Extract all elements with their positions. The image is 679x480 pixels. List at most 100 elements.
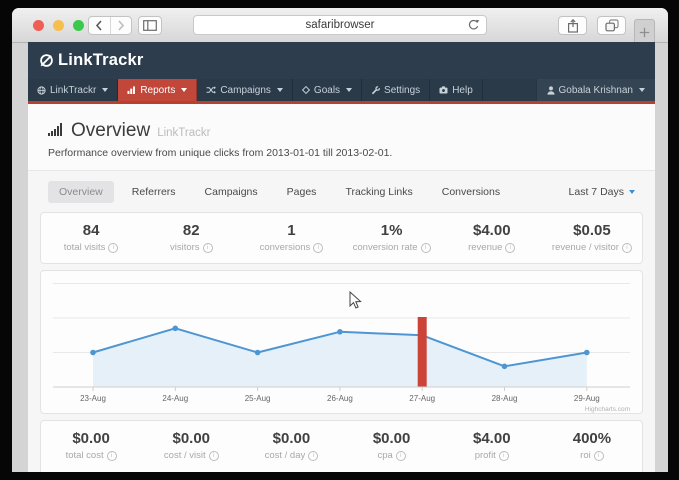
page-heading-section: Overview LinkTrackr Performance overview…: [28, 104, 655, 171]
chevron-right-icon: [117, 20, 125, 31]
info-icon[interactable]: [396, 451, 406, 461]
info-icon[interactable]: [308, 451, 318, 461]
svg-text:25-Aug: 25-Aug: [245, 394, 271, 403]
camera-icon: [439, 86, 448, 94]
sidebar-toggle-button[interactable]: [138, 16, 162, 35]
bar-chart-icon: [127, 86, 136, 94]
overview-bars-icon: [48, 123, 62, 136]
browser-window: safaribrowser LinkTrackr: [12, 8, 668, 472]
tab-tracking-links[interactable]: Tracking Links: [334, 181, 423, 203]
wrench-icon: [371, 86, 380, 95]
caret-down-icon: [639, 88, 645, 92]
caret-down-icon: [277, 88, 283, 92]
tab-conversions[interactable]: Conversions: [431, 181, 511, 203]
plus-icon: [639, 27, 650, 38]
info-icon[interactable]: [107, 451, 117, 461]
stat-cpa: $0.00 cpa: [342, 421, 442, 472]
reload-button[interactable]: [467, 19, 480, 37]
mouse-cursor: [349, 291, 362, 315]
stat-value: $0.00: [141, 430, 241, 447]
stat-label: cpa: [377, 450, 392, 461]
info-icon[interactable]: [203, 243, 213, 253]
stat-cost-visit: $0.00 cost / visit: [141, 421, 241, 472]
stat-label: cost / day: [265, 450, 306, 461]
page-subtitle: Performance overview from unique clicks …: [48, 147, 655, 159]
share-icon: [567, 19, 579, 33]
diamond-icon: [302, 86, 310, 94]
caret-down-icon: [346, 88, 352, 92]
stat-label: profit: [475, 450, 496, 461]
stat-value: 400%: [542, 430, 642, 447]
nav-item-goals[interactable]: Goals: [293, 79, 362, 101]
svg-text:23-Aug: 23-Aug: [80, 394, 106, 403]
visits-area-chart[interactable]: 23-Aug24-Aug25-Aug26-Aug27-Aug28-Aug29-A…: [41, 271, 642, 413]
nav-item-campaigns[interactable]: Campaigns: [197, 79, 293, 101]
back-button[interactable]: [89, 17, 110, 34]
arrow-cursor-icon: [349, 291, 362, 310]
nav-label: Help: [452, 85, 473, 96]
stat-cost-day: $0.00 cost / day: [241, 421, 341, 472]
stat-label: revenue: [468, 242, 502, 253]
info-icon[interactable]: [421, 243, 431, 253]
stat-profit: $4.00 profit: [442, 421, 542, 472]
caret-down-icon: [102, 88, 108, 92]
info-icon[interactable]: [594, 451, 604, 461]
bottom-stats-panel: $0.00 total cost $0.00 cost / visit $0.0…: [40, 420, 643, 472]
stat-value: 84: [41, 222, 141, 239]
info-icon[interactable]: [313, 243, 323, 253]
stat-label: conversion rate: [353, 242, 418, 253]
user-name: Gobala Krishnan: [559, 85, 634, 96]
stat-label: roi: [580, 450, 591, 461]
caret-down-icon: [181, 88, 187, 92]
main-nav: LinkTrackr Reports Campaigns Goals: [28, 79, 655, 101]
browser-toolbar: safaribrowser: [12, 8, 668, 43]
address-bar[interactable]: safaribrowser: [193, 15, 487, 35]
forward-button[interactable]: [110, 17, 132, 34]
nav-label: Reports: [140, 85, 175, 96]
shuffle-icon: [206, 86, 216, 94]
nav-item-reports[interactable]: Reports: [118, 79, 197, 101]
svg-text:27-Aug: 27-Aug: [409, 394, 435, 403]
info-icon[interactable]: [622, 243, 632, 253]
nav-label: Settings: [384, 85, 420, 96]
info-icon[interactable]: [209, 451, 219, 461]
info-icon[interactable]: [499, 451, 509, 461]
share-button[interactable]: [558, 16, 587, 35]
date-range-dropdown[interactable]: Last 7 Days: [569, 186, 635, 198]
linktrackr-logo[interactable]: LinkTrackr: [39, 51, 143, 70]
stat-label: total visits: [64, 242, 106, 253]
nav-label: LinkTrackr: [50, 85, 96, 96]
traffic-lights: [33, 20, 84, 31]
stat-total-cost: $0.00 total cost: [41, 421, 141, 472]
svg-text:26-Aug: 26-Aug: [327, 394, 353, 403]
page-title: Overview: [71, 120, 150, 142]
zoom-window-button[interactable]: [73, 20, 84, 31]
nav-item-linktrackr[interactable]: LinkTrackr: [28, 79, 118, 101]
tab-campaigns[interactable]: Campaigns: [194, 181, 269, 203]
stat-label: total cost: [66, 450, 104, 461]
user-menu[interactable]: Gobala Krishnan: [536, 79, 656, 101]
date-range-label: Last 7 Days: [569, 186, 624, 198]
stat-value: 1: [241, 222, 341, 239]
tabs-icon: [605, 19, 619, 32]
stat-visitors: 82 visitors: [141, 213, 241, 263]
tab-referrers[interactable]: Referrers: [121, 181, 187, 203]
linktrackr-logo-icon: [39, 53, 54, 68]
history-nav-group: [88, 16, 132, 35]
nav-item-settings[interactable]: Settings: [362, 79, 430, 101]
reload-icon: [467, 19, 480, 32]
screenshot-frame: safaribrowser LinkTrackr: [0, 0, 679, 480]
stat-value: $0.00: [342, 430, 442, 447]
svg-text:29-Aug: 29-Aug: [574, 394, 600, 403]
stat-revenue: $4.00 revenue: [442, 213, 542, 263]
tab-overview[interactable]: Overview: [48, 181, 114, 203]
nav-item-help[interactable]: Help: [430, 79, 483, 101]
svg-text:28-Aug: 28-Aug: [492, 394, 518, 403]
stat-value: $0.00: [241, 430, 341, 447]
minimize-window-button[interactable]: [53, 20, 64, 31]
info-icon[interactable]: [505, 243, 515, 253]
close-window-button[interactable]: [33, 20, 44, 31]
info-icon[interactable]: [108, 243, 118, 253]
tab-overview-button[interactable]: [597, 16, 626, 35]
tab-pages[interactable]: Pages: [276, 181, 328, 203]
